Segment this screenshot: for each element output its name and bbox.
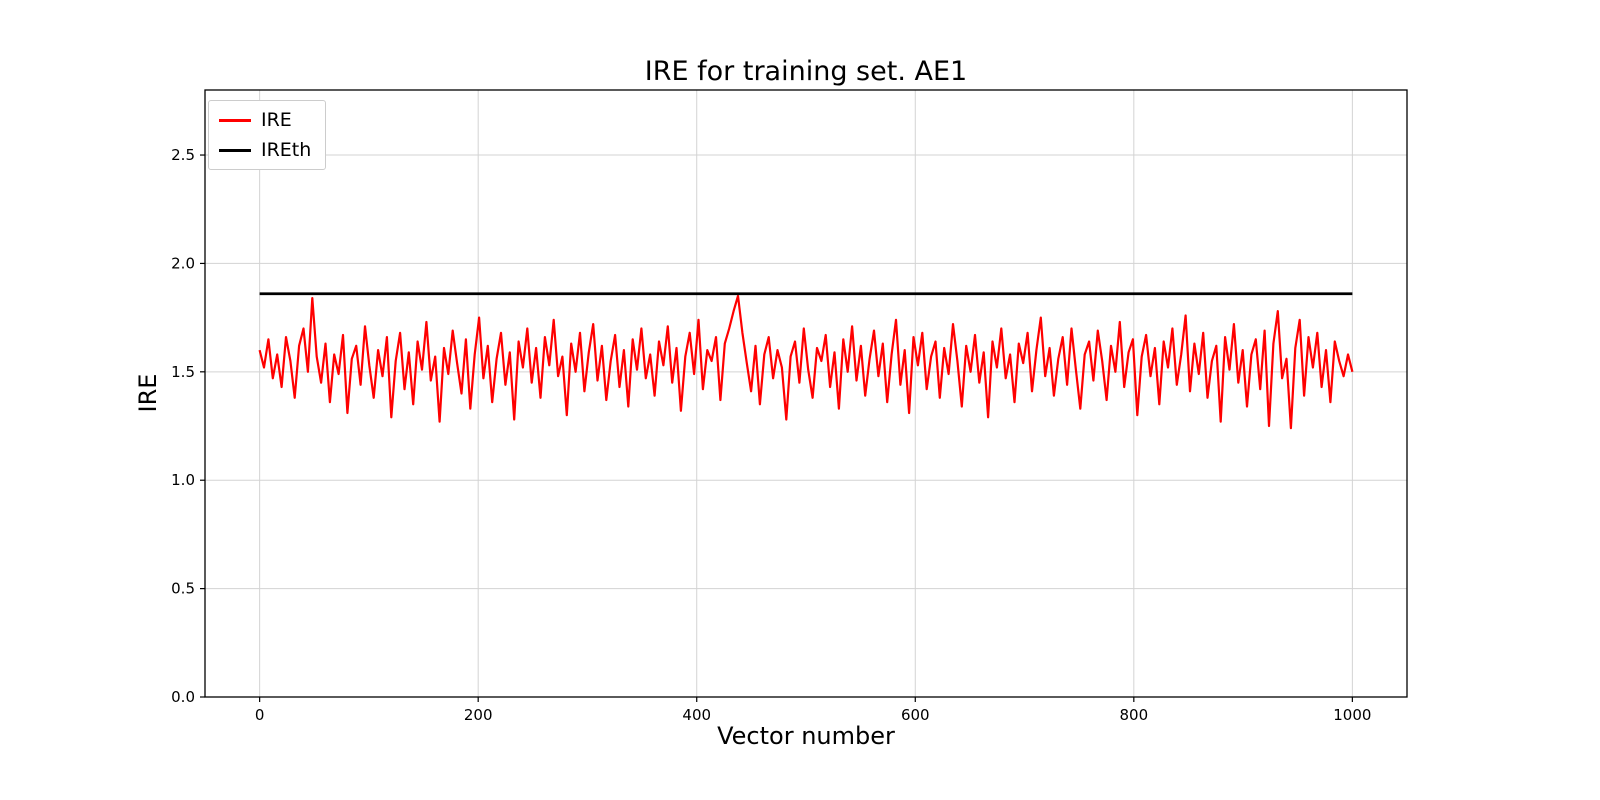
y-tick-label: 0.5 (171, 580, 195, 598)
y-tick-label: 1.0 (171, 471, 195, 489)
chart-title: IRE for training set. AE1 (644, 56, 968, 87)
x-tick-label: 200 (464, 706, 493, 724)
y-tick-label: 2.0 (171, 254, 195, 272)
legend: IRE IREth (208, 100, 327, 170)
x-axis-label: Vector number (717, 722, 895, 750)
legend-item-ire: IRE (219, 109, 311, 131)
legend-item-ireth: IREth (219, 139, 311, 161)
legend-label-ire: IRE (261, 109, 292, 131)
y-tick-label: 0.0 (171, 688, 195, 706)
legend-line-swatch-ireth (219, 148, 251, 152)
legend-label-ireth: IREth (261, 139, 312, 161)
x-tick-label: 400 (682, 706, 711, 724)
x-tick-label: 600 (901, 706, 930, 724)
y-tick-label: 2.5 (171, 146, 195, 164)
ire-line (258, 294, 1354, 430)
x-tick-label: 1000 (1333, 706, 1371, 724)
x-tick-label: 0 (255, 706, 265, 724)
x-tick-label: 800 (1119, 706, 1148, 724)
axes-frame (204, 89, 1408, 698)
y-tick-label: 1.5 (171, 363, 195, 381)
legend-line-swatch-ire (219, 118, 251, 122)
y-axis-label: IRE (134, 373, 162, 413)
